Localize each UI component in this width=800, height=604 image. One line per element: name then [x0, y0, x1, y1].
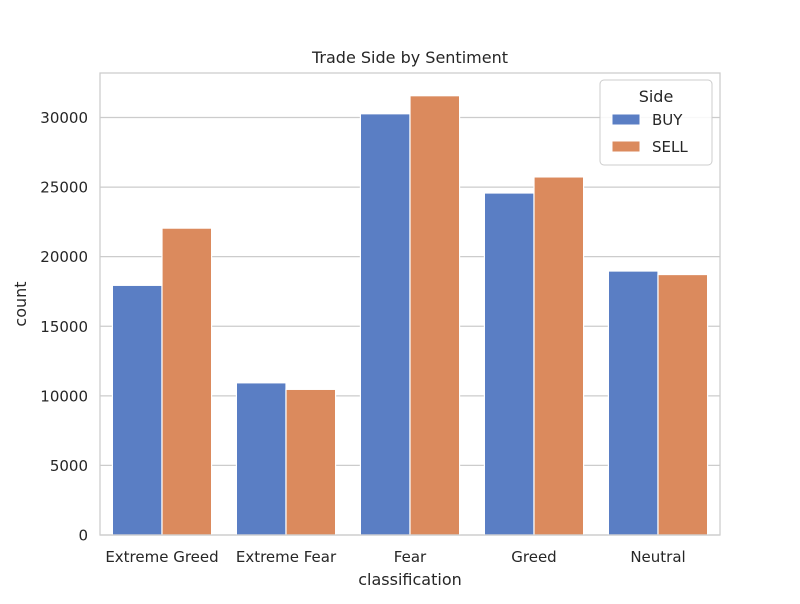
bar-buy-neutral [607, 270, 659, 536]
x-tick-label: Extreme Greed [105, 548, 218, 566]
legend-label-sell: SELL [652, 138, 688, 156]
y-tick-label: 15000 [40, 318, 88, 336]
x-tick-label: Fear [394, 548, 427, 566]
bar-sell-fear [409, 95, 461, 536]
bar-buy-fear [359, 113, 411, 536]
legend-label-buy: BUY [652, 111, 683, 129]
legend-entries: BUY SELL [611, 111, 688, 156]
plot-frame [99, 72, 721, 536]
y-axis-label: count [11, 281, 30, 326]
bar-sell-greed [533, 176, 585, 536]
legend: Side BUY SELL [599, 79, 713, 166]
legend-title: Side [639, 87, 674, 106]
bar-sell-extreme-greed [161, 227, 213, 536]
legend-swatch-buy [611, 113, 641, 126]
bars [111, 95, 709, 536]
bar-buy-extreme-fear [235, 382, 287, 536]
y-tick-label: 25000 [40, 179, 88, 197]
bar-sell-neutral [657, 273, 709, 536]
y-tick-label: 0 [78, 527, 88, 545]
x-tick-label: Extreme Fear [236, 548, 337, 566]
y-tick-labels: 0 5000 10000 15000 20000 25000 30000 [40, 109, 88, 544]
x-tick-labels: Extreme Greed Extreme Fear Fear Greed Neutra… [105, 548, 685, 566]
x-tick-label: Neutral [630, 548, 685, 566]
bar-buy-extreme-greed [111, 284, 163, 536]
bar-sell-extreme-fear [285, 388, 337, 536]
y-tick-label: 5000 [50, 457, 88, 475]
bar-buy-greed [483, 192, 535, 536]
y-tick-label: 30000 [40, 109, 88, 127]
legend-swatch-sell [611, 140, 641, 153]
y-tick-label: 10000 [40, 387, 88, 405]
x-axis-label: classification [358, 570, 462, 589]
chart-title: Trade Side by Sentiment [311, 48, 508, 67]
x-tick-label: Greed [511, 548, 556, 566]
y-tick-label: 20000 [40, 248, 88, 266]
